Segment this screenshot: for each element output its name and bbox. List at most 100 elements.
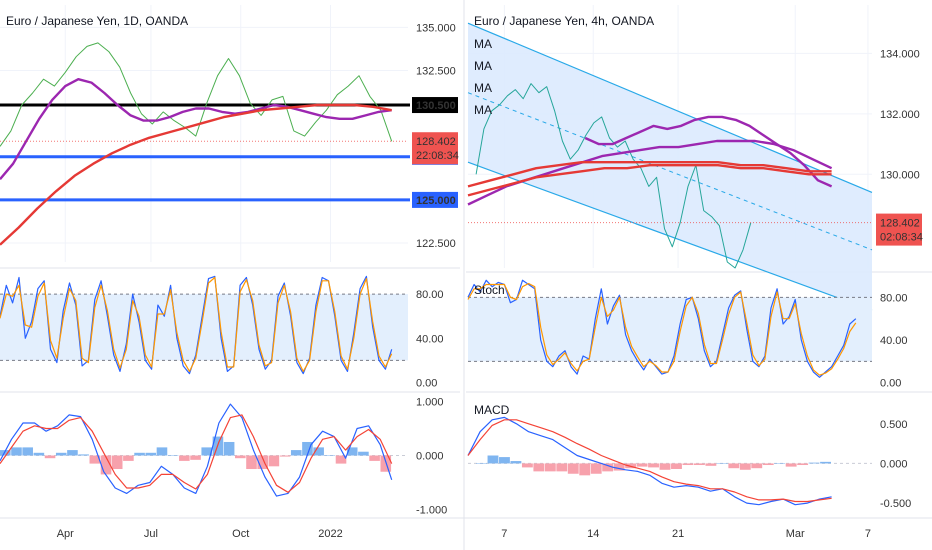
series-line	[467, 416, 832, 506]
macd-histogram-bar	[556, 463, 568, 472]
series-line	[0, 77, 392, 180]
macd-histogram-bar	[739, 463, 751, 470]
macd-histogram-bar	[751, 463, 763, 469]
macd-histogram-bar	[659, 463, 671, 470]
series-line	[467, 163, 832, 197]
macd-histogram-bar	[167, 455, 179, 456]
y-tick-label: 80.00	[880, 292, 908, 304]
macd-histogram-bar	[100, 455, 112, 475]
series-line	[0, 103, 392, 246]
macd-histogram-bar	[55, 452, 67, 456]
legend-entry: MA	[474, 37, 492, 51]
macd-histogram-bar	[369, 455, 380, 461]
legend-entry: MA	[474, 103, 492, 117]
stoch-band-fill	[468, 297, 872, 362]
macd-histogram-bar	[134, 452, 145, 456]
y-tick-label: 0.500	[880, 419, 908, 431]
y-tick-label: 40.00	[880, 335, 908, 347]
x-tick-label: 21	[672, 528, 684, 540]
last-price-box	[876, 213, 922, 246]
macd-histogram-bar	[820, 461, 831, 464]
indicator-label: Stoch	[474, 283, 505, 297]
macd-histogram-bar	[190, 455, 201, 460]
macd-histogram-bar	[313, 447, 324, 456]
last-price-label: 128.402	[880, 218, 920, 230]
macd-histogram-bar	[774, 463, 786, 464]
macd-histogram-bar	[123, 455, 134, 461]
series-line	[584, 115, 833, 188]
y-tick-label: 135.000	[416, 22, 456, 34]
macd-histogram-bar	[476, 463, 487, 464]
series-line	[467, 282, 857, 376]
macd-histogram-bar	[279, 455, 291, 457]
x-tick-label: Jul	[144, 528, 158, 540]
macd-histogram-bar	[682, 463, 694, 466]
macd-histogram-bar	[78, 454, 89, 456]
macd-histogram-bar	[533, 463, 545, 472]
y-tick-label: 0.000	[880, 458, 908, 470]
macd-histogram-bar	[716, 463, 728, 464]
level-label-box	[412, 191, 458, 208]
y-tick-label: 130.000	[880, 169, 920, 181]
chart-title: Euro / Japanese Yen, 1D, OANDA	[6, 14, 188, 28]
macd-histogram-bar	[521, 463, 533, 468]
x-tick-label: Apr	[57, 528, 74, 540]
x-tick-label: Oct	[232, 528, 249, 540]
y-tick-label: 134.000	[880, 48, 920, 60]
macd-histogram-bar	[544, 463, 556, 472]
level-label-box	[412, 97, 458, 114]
legend-entry: MA	[474, 81, 492, 95]
macd-histogram-bar	[223, 441, 235, 456]
macd-histogram-bar	[111, 455, 123, 470]
x-tick-label: 7	[501, 528, 507, 540]
series-line	[467, 279, 857, 378]
macd-histogram-bar	[22, 447, 33, 456]
y-tick-label: 132.500	[416, 66, 456, 78]
x-tick-label: 14	[587, 528, 599, 540]
macd-histogram-bar	[235, 455, 246, 459]
y-tick-label: 0.00	[880, 378, 901, 390]
macd-histogram-bar	[590, 463, 602, 474]
macd-histogram-bar	[797, 463, 809, 466]
y-tick-label: 1.000	[416, 396, 444, 408]
macd-histogram-bar	[145, 452, 157, 456]
legend-entry: MA	[474, 59, 492, 73]
macd-histogram-bar	[567, 463, 579, 474]
last-price-box	[412, 132, 458, 165]
macd-histogram-bar	[11, 447, 22, 456]
y-tick-label: 80.00	[416, 289, 444, 301]
macd-histogram-bar	[579, 463, 591, 476]
macd-histogram-bar	[44, 455, 56, 459]
macd-histogram-bar	[33, 452, 45, 456]
macd-histogram-bar	[179, 455, 190, 461]
macd-histogram-bar	[346, 447, 358, 456]
macd-histogram-bar	[808, 462, 820, 464]
macd-histogram-bar	[602, 463, 614, 472]
macd-histogram-bar	[201, 447, 213, 456]
channel-lower-line	[467, 161, 873, 311]
macd-histogram-bar	[785, 463, 797, 467]
macd-histogram-bar	[0, 450, 11, 456]
macd-histogram-bar	[613, 463, 625, 471]
macd-histogram-bar	[302, 441, 313, 456]
series-line	[0, 42, 393, 147]
macd-histogram-bar	[648, 463, 659, 468]
macd-histogram-bar	[762, 463, 774, 466]
macd-histogram-bar	[510, 461, 522, 464]
macd-histogram-bar	[324, 455, 336, 456]
y-tick-label: 40.00	[416, 333, 444, 345]
y-tick-label: 122.500	[416, 238, 456, 250]
macd-histogram-bar	[728, 463, 740, 469]
indicator-label: MACD	[474, 403, 510, 417]
macd-histogram-bar	[636, 463, 648, 467]
last-price-countdown: 22:08:34	[416, 150, 459, 162]
macd-histogram-bar	[705, 463, 717, 466]
x-tick-label: Mar	[786, 528, 805, 540]
macd-histogram-bar	[693, 463, 705, 466]
y-tick-label: -0.500	[880, 498, 911, 510]
y-tick-label: 0.000	[416, 451, 444, 463]
last-price-label: 128.402	[416, 136, 456, 148]
series-line	[0, 276, 393, 372]
last-price-countdown: 02:08:34	[880, 232, 923, 244]
